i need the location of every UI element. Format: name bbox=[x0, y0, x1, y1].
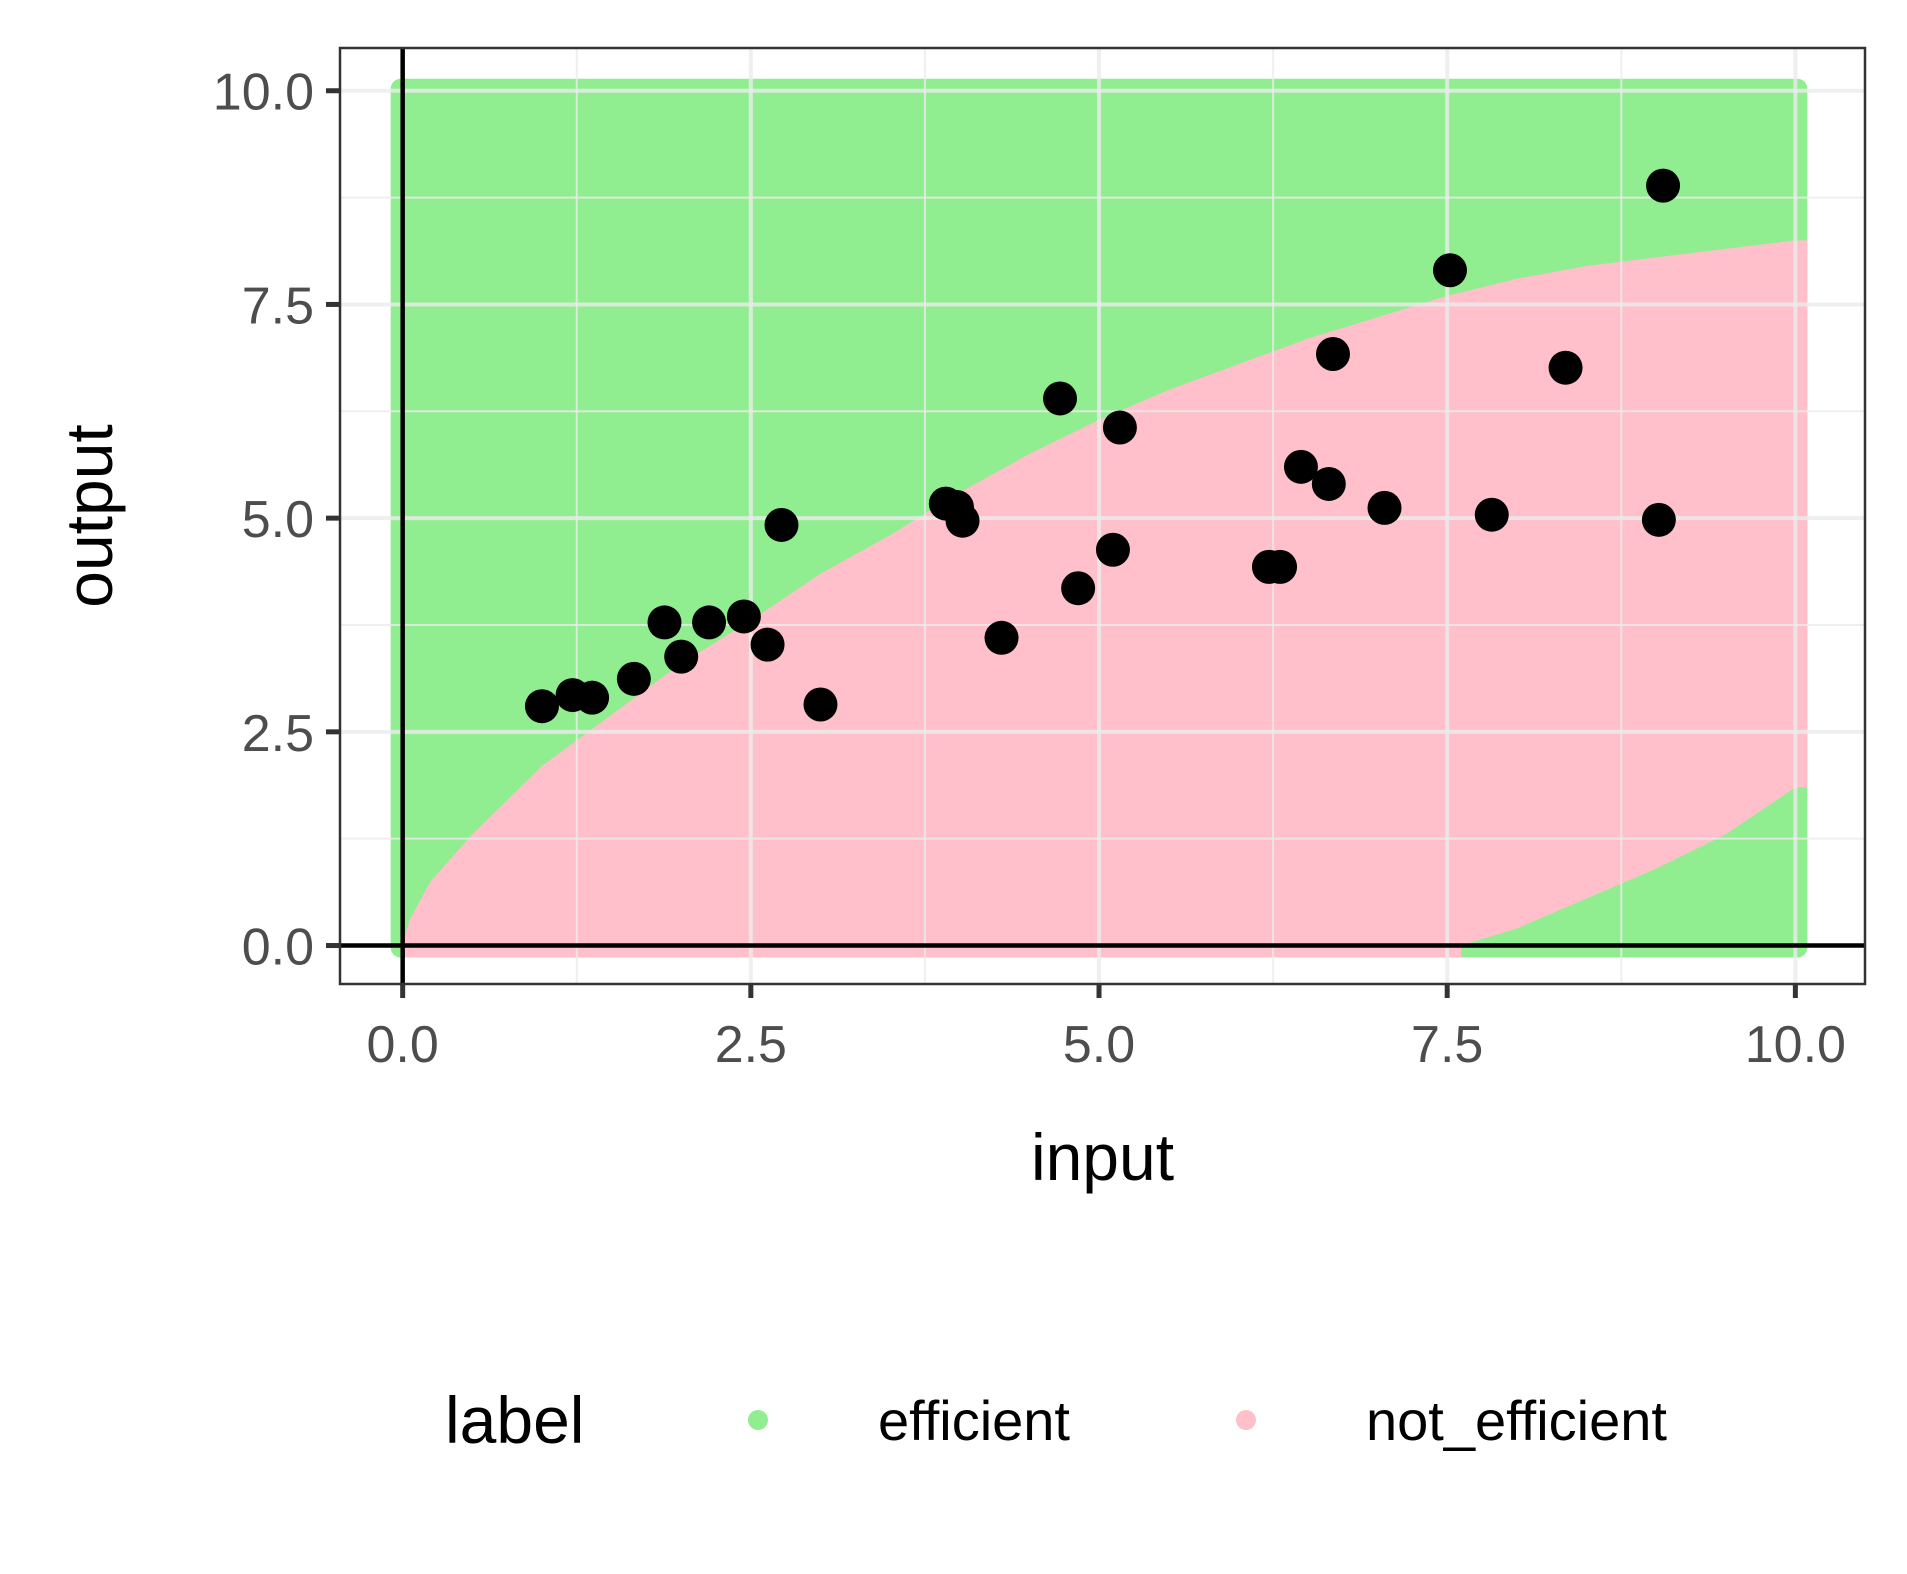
data-point bbox=[1315, 337, 1350, 372]
data-point bbox=[726, 599, 761, 634]
data-point bbox=[664, 639, 699, 674]
y-tick-label: 10.0 bbox=[213, 64, 314, 122]
x-tick-label: 2.5 bbox=[715, 1016, 787, 1074]
data-point bbox=[647, 605, 682, 640]
data-point bbox=[1283, 449, 1318, 484]
data-point bbox=[1367, 490, 1402, 525]
data-points bbox=[524, 168, 1681, 724]
legend-key-efficient bbox=[748, 1410, 768, 1430]
x-tick-label: 5.0 bbox=[1063, 1016, 1135, 1074]
data-point bbox=[1102, 410, 1137, 445]
legend-label-not-efficient: not_efficient bbox=[1366, 1389, 1667, 1452]
legend-label-efficient: efficient bbox=[878, 1389, 1070, 1452]
data-point bbox=[575, 680, 610, 715]
data-point bbox=[803, 687, 838, 722]
y-tick-label: 5.0 bbox=[242, 491, 314, 549]
data-point bbox=[1061, 571, 1096, 606]
y-tick-label: 0.0 bbox=[242, 919, 314, 977]
x-tick-label: 0.0 bbox=[367, 1016, 439, 1074]
data-point bbox=[1311, 466, 1346, 501]
data-point bbox=[524, 689, 559, 724]
data-point bbox=[616, 661, 651, 696]
reference-lines bbox=[340, 48, 1865, 984]
y-tick-label: 2.5 bbox=[242, 705, 314, 763]
region-not-efficient bbox=[402, 240, 1808, 958]
data-point bbox=[945, 503, 980, 538]
data-point bbox=[1641, 502, 1676, 537]
legend-title: label bbox=[445, 1383, 584, 1457]
x-tick-label: 10.0 bbox=[1745, 1016, 1846, 1074]
y-tick-label: 7.5 bbox=[242, 277, 314, 335]
data-point bbox=[1474, 497, 1509, 532]
data-point bbox=[1095, 532, 1130, 567]
data-point bbox=[1043, 381, 1078, 416]
y-axis-title: output bbox=[52, 424, 126, 608]
data-point bbox=[1548, 350, 1583, 385]
data-point bbox=[750, 627, 785, 662]
x-tick-label: 7.5 bbox=[1411, 1016, 1483, 1074]
data-point bbox=[692, 605, 727, 640]
legend-key-not-efficient bbox=[1236, 1410, 1256, 1430]
axes: 0.0 2.5 5.0 7.5 10.0 0.0 2.5 5.0 7.5 10.0 bbox=[213, 64, 1846, 1074]
data-point bbox=[764, 507, 799, 542]
x-axis-title: input bbox=[1031, 1120, 1174, 1194]
data-point bbox=[1263, 549, 1298, 584]
data-point bbox=[1432, 253, 1467, 288]
data-point bbox=[984, 620, 1019, 655]
legend: label efficient not_efficient bbox=[445, 1383, 1667, 1457]
data-point bbox=[1646, 168, 1681, 203]
